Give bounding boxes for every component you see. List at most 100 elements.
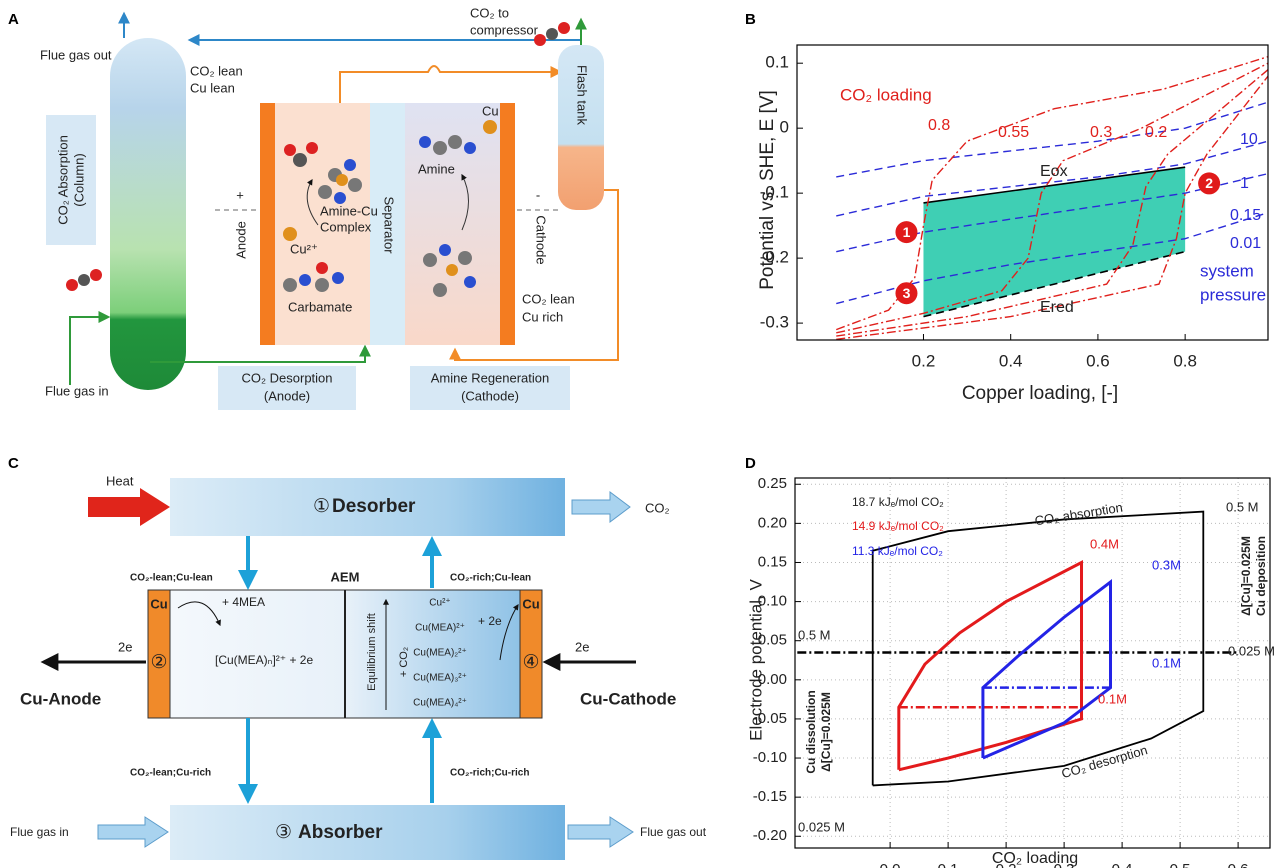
species: Cu(MEA)₃²⁺: [413, 673, 467, 684]
minus: -: [536, 187, 540, 202]
series-label: 0.2: [1145, 124, 1167, 141]
y-tick-label: 0.15: [758, 553, 787, 570]
series-label: 10: [1240, 131, 1258, 148]
heat-arrow: [88, 488, 170, 526]
regeneration-label: Amine Regeneration: [431, 370, 550, 385]
x-tick-label: 0.6: [1086, 351, 1110, 370]
desorber-label: Desorber: [332, 496, 416, 517]
panel-letter: B: [745, 11, 756, 28]
x-tick-label: 0.6: [1228, 861, 1249, 868]
x-tick-label: 0.8: [1173, 351, 1197, 370]
regeneration-box: [410, 366, 570, 410]
plot-frame: [794, 477, 1271, 849]
y-tick-label: -0.20: [753, 827, 787, 844]
x-tick-label: 0.5: [1170, 861, 1191, 868]
desorption-box: [218, 366, 356, 410]
series-label: 18.7 kJₑ/mol CO₂: [852, 495, 944, 509]
desorption-label: CO₂ Desorption: [241, 370, 332, 385]
annotation: Δ[Cu]=0.025M: [1239, 536, 1253, 616]
x-tick-label: 0.2: [996, 861, 1017, 868]
equilibrium-shift: Equilibrium shift: [366, 613, 378, 691]
x-tick-label: 0.4: [999, 351, 1023, 370]
anode-chamber: [275, 103, 370, 345]
shaded-area: [923, 167, 1186, 317]
anode-electrode: [260, 103, 275, 345]
series-line: [836, 75, 1269, 341]
flue-in-line: [69, 311, 111, 385]
panel-c: C ① Desorber Heat CO₂ Cu Cu ② ④ CO₂-lean…: [8, 455, 707, 860]
panel-letter: A: [8, 11, 19, 28]
series-line: [836, 69, 1269, 337]
absorber-label: Absorber: [298, 822, 383, 843]
desorption-label: (Anode): [264, 388, 310, 403]
annotation: 0.025 M: [798, 819, 845, 834]
desorber-number: ①: [313, 496, 330, 517]
rich-line: [150, 344, 371, 363]
stream-label: CO₂-lean;Cu-rich: [130, 768, 211, 779]
cathode-electrode: [519, 589, 543, 719]
pressure-title: system: [1200, 261, 1254, 280]
species: Cu(MEA)₄²⁺: [413, 698, 467, 709]
plus-4mea: + 4MEA: [222, 595, 265, 609]
y-tick-label: -0.1: [760, 183, 789, 202]
state-marker: [1198, 172, 1221, 195]
y-axis-title: Electrode potential, V: [746, 579, 765, 741]
y-tick-label: 0.25: [758, 475, 787, 492]
cu2: Cu²⁺: [290, 241, 318, 256]
pressure-title: pressure: [1200, 285, 1266, 304]
flash-tank-label: Flash tank: [575, 65, 590, 125]
stream-label: CO₂-rich;Cu-lean: [450, 573, 531, 584]
stream-label: CO₂-lean;Cu-lean: [130, 573, 213, 584]
cu: Cu: [482, 103, 499, 118]
heat: Heat: [106, 473, 134, 488]
absorption-label: (Column): [71, 153, 86, 206]
co2-to: CO₂ to: [470, 5, 509, 20]
absorption-label: CO₂ Absorption: [55, 135, 70, 225]
absorption-box: [46, 115, 96, 245]
annotation: Δ[Cu]=0.025M: [819, 692, 833, 772]
series-line: [836, 211, 1269, 305]
cu: Cu: [150, 596, 167, 611]
y-tick-label: 0.10: [758, 593, 787, 610]
cu: Cu: [522, 596, 539, 611]
series-label: 0.8: [928, 117, 950, 134]
separator: [370, 103, 405, 345]
flue-out-arrow: [567, 816, 634, 848]
plus-co2: + CO₂: [398, 647, 410, 677]
series-line: [836, 172, 1269, 253]
y-tick-label: 0.1: [765, 53, 789, 72]
series-line: [836, 101, 1269, 178]
series-label: 11.3 kJₑ/mol CO₂: [852, 544, 943, 558]
co2-lean: CO₂ lean: [522, 291, 575, 306]
series-line: [923, 250, 1186, 318]
compressor: compressor: [470, 22, 539, 37]
stream-label: CO₂-rich;Cu-rich: [450, 768, 529, 779]
x-tick-label: 0.0: [880, 861, 901, 868]
y-tick-label: -0.05: [753, 710, 787, 727]
series-label: 0.3: [1090, 124, 1112, 141]
cu-lean: Cu lean: [190, 80, 235, 95]
reaction-arrow: [177, 601, 221, 627]
series-label: Eox: [1040, 163, 1068, 180]
electrons: 2e: [118, 639, 132, 654]
annotation: 0.4M: [1090, 536, 1119, 551]
annotation: 0.1M: [1098, 691, 1127, 706]
series-line: [981, 579, 1113, 760]
anode-electrode: [147, 589, 171, 719]
series-line: [923, 166, 1186, 204]
amine: Amine: [418, 161, 455, 176]
species: Cu(MEA)²⁺: [415, 623, 465, 634]
panel-letter: C: [8, 455, 19, 472]
complex-reaction: [Cu(MEA)ₙ]²⁺ + 2e: [215, 653, 313, 667]
anode-label: Anode: [233, 221, 248, 259]
state-label: 2: [1205, 175, 1213, 191]
co2-out: CO₂: [645, 500, 670, 515]
regeneration-label: (Cathode): [461, 388, 519, 403]
panel-b: B CO₂ loading system pressure Eox Ered 1…: [745, 11, 1266, 404]
series-label: 0.55: [998, 124, 1029, 141]
cathode-electrode: [500, 103, 515, 345]
plot: 1 2 3 0.1 0 -0.1 -0.2 -0.3 0.2 0.4 0.6 0.8: [760, 44, 1269, 370]
cu-cathode: Cu-Cathode: [580, 689, 676, 708]
series-label: 0.15: [1230, 207, 1261, 224]
